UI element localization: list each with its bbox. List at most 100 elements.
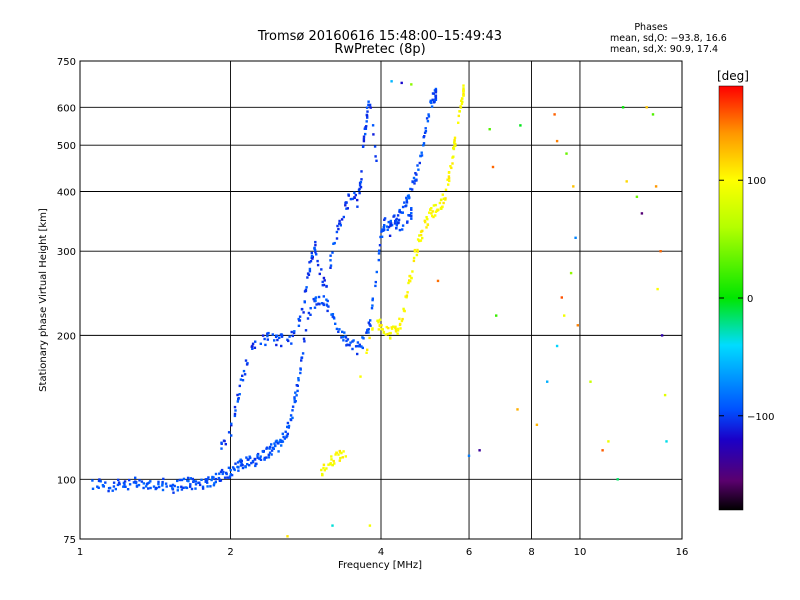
data-point [268,447,271,450]
data-point [194,483,198,486]
data-point [365,114,369,117]
data-point [437,208,440,212]
data-point [424,220,427,224]
data-point [222,470,225,474]
data-point [142,482,145,485]
data-point [214,477,218,481]
data-point [452,145,456,148]
data-point [332,242,335,245]
data-point [439,206,443,210]
data-point [404,205,407,208]
data-point [555,344,559,348]
data-point [408,274,411,278]
data-point [428,211,431,214]
data-point [320,302,324,305]
data-point [228,475,232,478]
data-point [376,319,379,322]
data-point [419,230,423,233]
data-point [555,139,559,143]
data-point [447,171,451,174]
data-point [335,451,338,454]
data-point [373,145,377,148]
data-point [288,335,291,338]
data-point [238,459,241,463]
data-point [154,486,158,490]
data-point [253,458,257,461]
data-point [146,482,149,485]
data-point [335,327,339,331]
data-point [349,197,353,201]
data-point [389,331,392,335]
data-point [241,463,244,467]
data-point [185,486,189,490]
data-point [117,481,121,484]
data-point [411,270,414,273]
data-point [424,127,427,130]
data-point [418,161,421,165]
data-point [427,115,431,118]
data-point [560,296,563,299]
data-point [314,240,317,244]
data-point [342,450,345,453]
data-point [212,484,216,487]
data-point [361,346,364,350]
data-point [369,319,372,322]
data-point [345,201,348,204]
data-point [635,195,639,198]
data-point [111,489,114,492]
data-point [368,103,372,107]
data-point [321,472,324,476]
data-point [263,458,266,461]
data-point [308,267,312,271]
phase-stats-header: Phases [634,22,667,33]
data-point [441,205,444,208]
data-point [134,481,137,485]
data-point [280,444,283,447]
data-point [339,456,342,460]
data-point [392,215,395,218]
data-point [304,329,308,332]
data-point [233,412,237,416]
data-point [259,455,262,458]
data-point [364,126,367,129]
y-tick-label: 100 [57,475,76,486]
data-point [230,422,233,425]
data-point [280,344,283,348]
data-point [390,326,393,329]
data-point [402,307,405,311]
data-point [147,487,150,490]
data-point [239,378,243,381]
data-point [190,487,194,491]
data-point [108,486,112,490]
data-point [291,409,294,412]
data-point [275,343,278,347]
data-point [123,483,126,486]
data-point [264,343,267,347]
data-point [187,479,190,483]
data-point [271,333,274,336]
data-point [259,458,263,461]
data-point [452,146,455,150]
data-point [447,183,450,186]
data-point [304,288,308,292]
data-point [432,204,436,207]
data-point [346,207,349,210]
grid-layer [80,61,682,539]
data-point [374,280,377,284]
data-point [333,462,336,465]
data-point [458,110,461,113]
data-point [165,485,168,488]
data-point [341,456,344,459]
data-point [209,485,212,488]
data-point [327,305,330,308]
data-point [434,98,438,101]
data-point [412,256,416,260]
data-point [423,131,427,134]
data-point [462,89,465,92]
data-point [410,277,413,280]
data-point [149,480,152,483]
data-point [96,485,99,488]
data-point [397,218,401,222]
data-point [161,482,164,486]
